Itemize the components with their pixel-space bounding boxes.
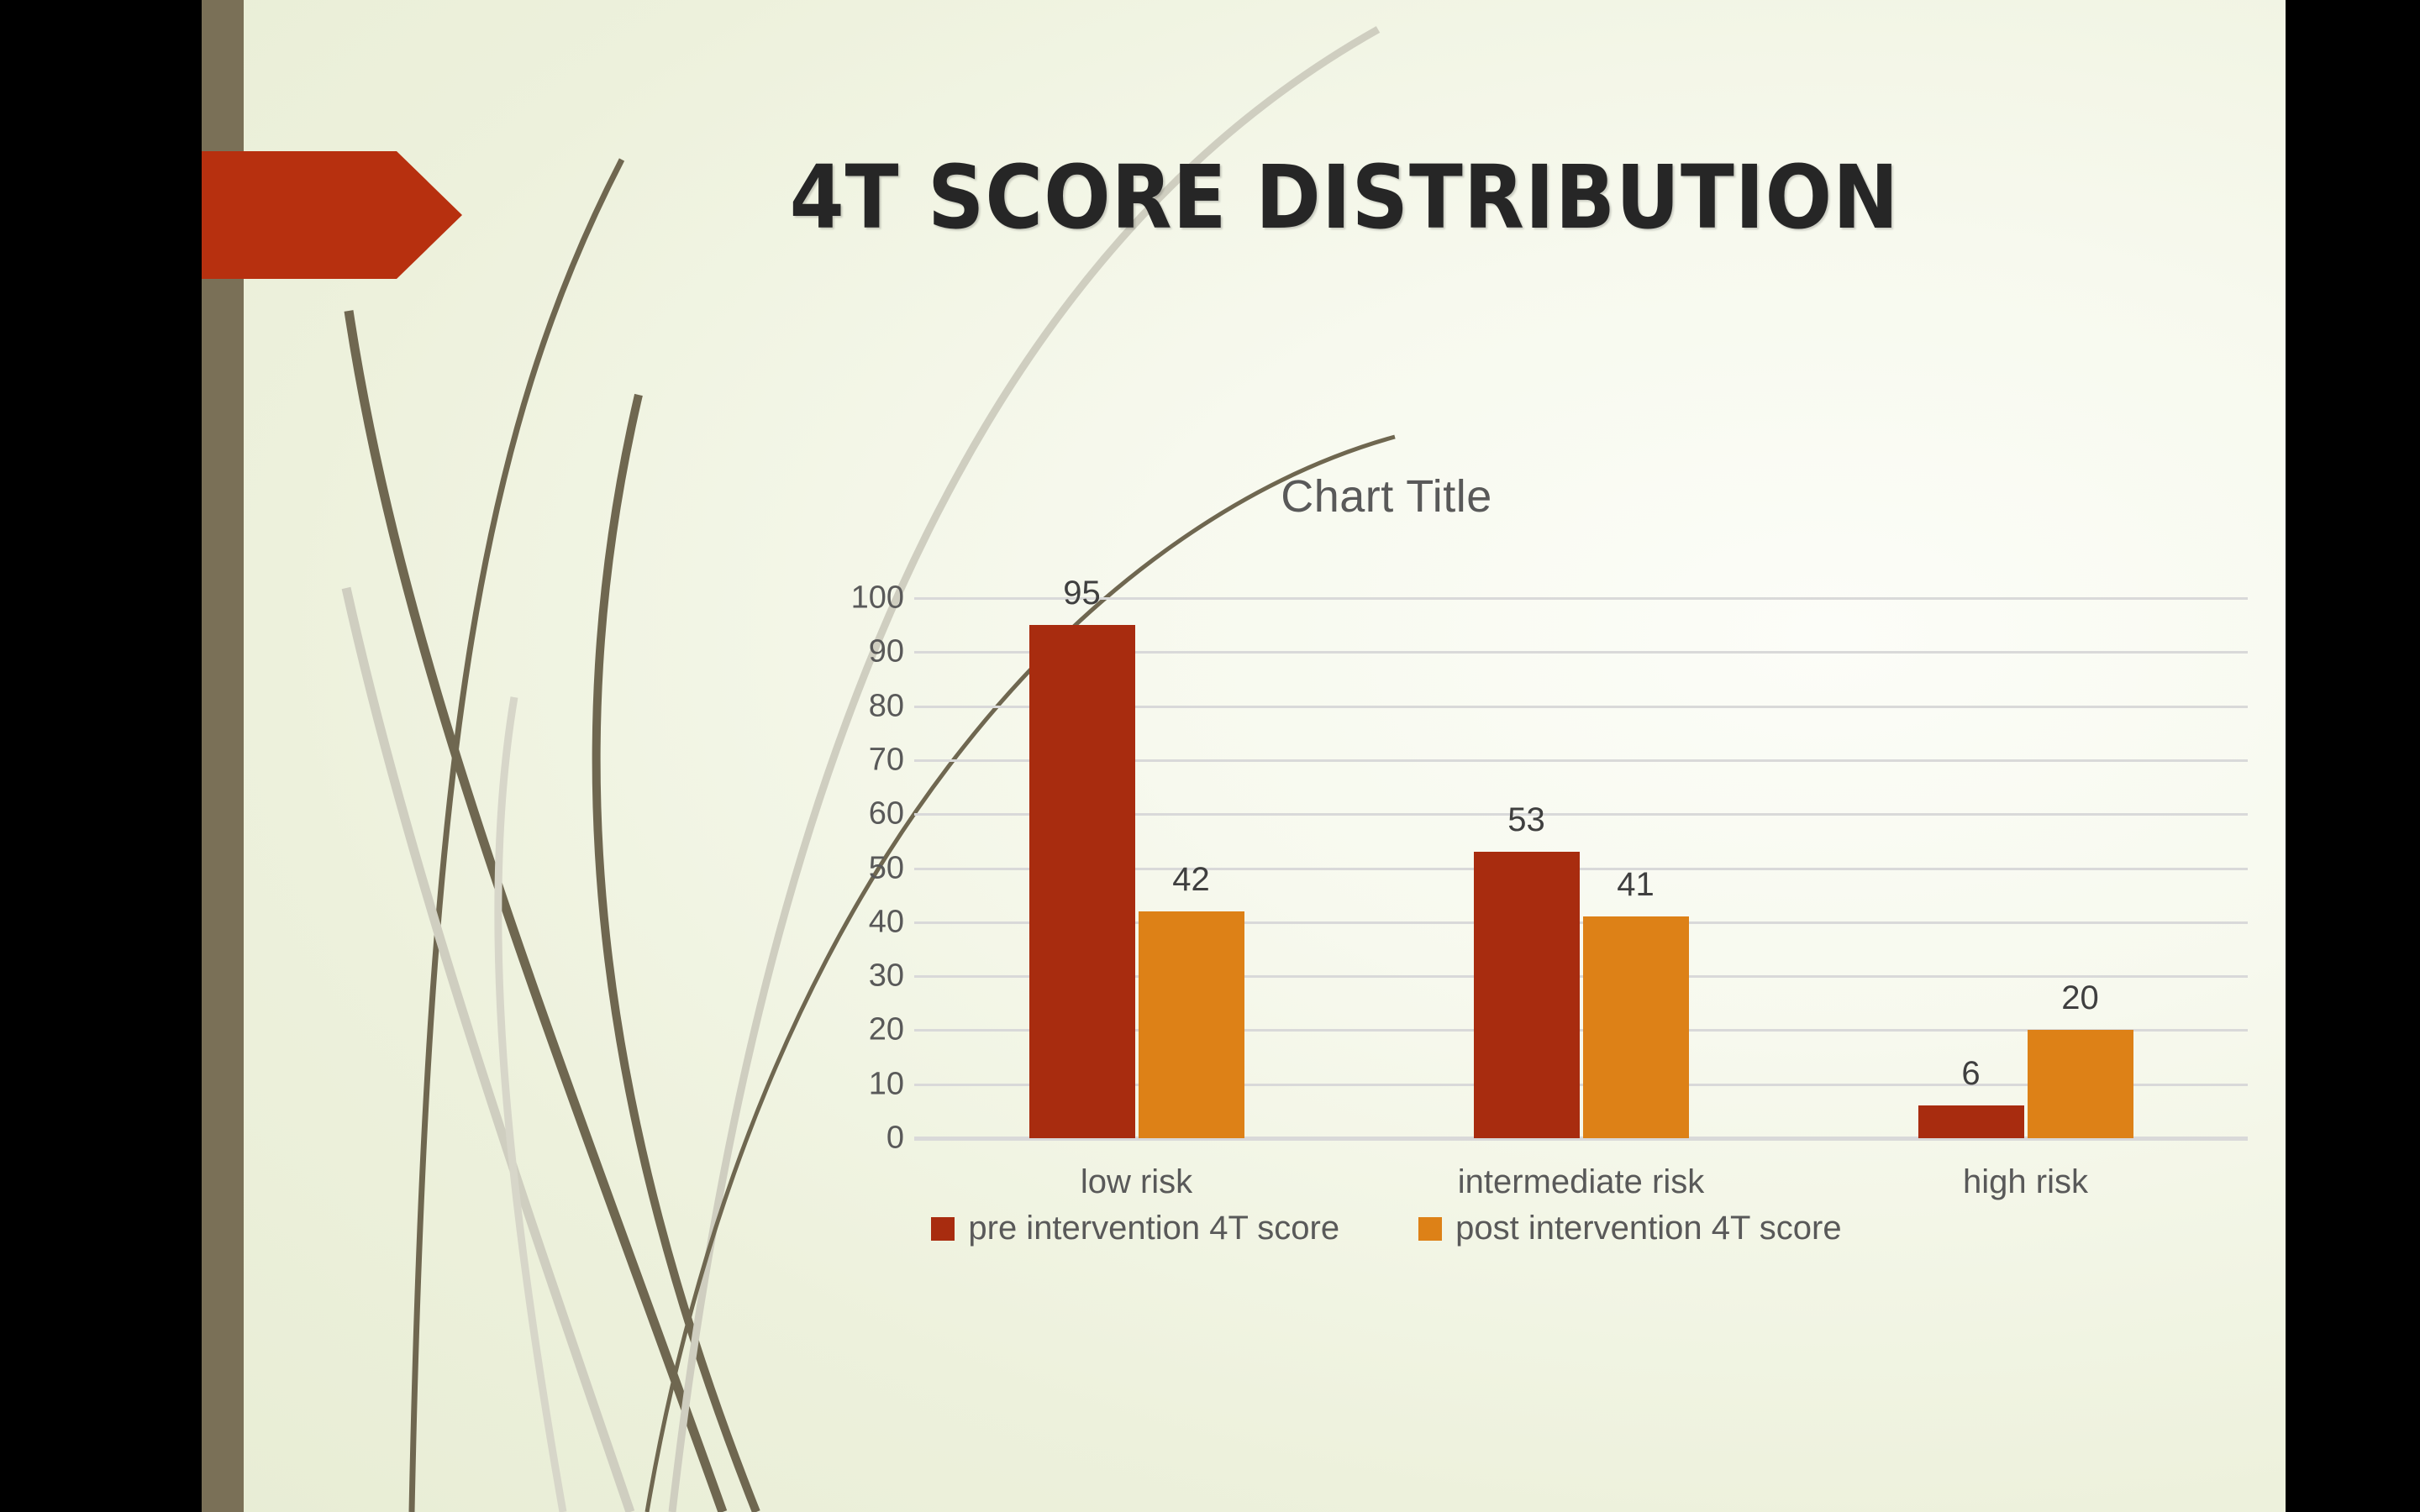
x-axis-category-label: low risk [1080,1163,1193,1200]
gridline [914,705,2248,708]
gridline [914,975,2248,979]
gridline [914,1029,2248,1032]
bar-pre-1 [1473,852,1580,1138]
gridline [914,759,2248,762]
page-title: 4T SCORE DISTRIBUTION [789,146,1900,249]
x-axis-category-label: high risk [1963,1163,2088,1200]
bar-pre-2 [1918,1105,2024,1138]
y-axis-tick-label: 40 [868,904,904,940]
bar-post-0 [1138,911,1244,1138]
y-axis-tick-label: 100 [850,580,904,616]
bar-value-label: 41 [1617,866,1655,904]
legend-swatch-icon [931,1216,955,1241]
gridline [914,1083,2248,1086]
bar-chart: Chart Title 100 90 80 70 60 50 40 30 20 10 0 95 42 5… [555,470,2248,1302]
y-axis-tick-labels: 100 90 80 70 60 50 40 30 20 10 0 [822,580,904,1159]
gridline [914,921,2248,924]
y-axis-tick-label: 90 [868,633,904,669]
chart-title: Chart Title [1281,471,1492,522]
y-axis-tick-label: 30 [868,958,904,994]
x-axis-category-label: intermediate risk [1457,1163,1705,1200]
plot-area: 95 42 53 41 6 20 [914,575,2248,1141]
x-axis-line [914,1137,2248,1141]
bar-value-label: 20 [2061,979,2099,1017]
legend-item[interactable]: post intervention 4T score [1418,1210,1842,1247]
bar-post-1 [1582,916,1689,1138]
y-axis-tick-label: 10 [868,1066,904,1102]
gridline [914,651,2248,654]
y-axis-tick-label: 50 [868,850,904,885]
legend-swatch-icon [1418,1216,1443,1241]
y-axis-tick-label: 60 [868,795,904,832]
y-axis-tick-label: 80 [868,688,904,724]
bar-value-label: 42 [1172,860,1210,898]
gridline [914,867,2248,870]
gridline [914,597,2248,600]
y-axis-tick-label: 0 [886,1120,904,1156]
presentation-slide: 4T SCORE DISTRIBUTION Chart Title 100 90 8… [202,0,2286,1512]
legend-item[interactable]: pre intervention 4T score [931,1210,1339,1247]
bar-pre-0 [1028,625,1135,1138]
y-axis-tick-label: 20 [868,1011,904,1047]
bar-post-2 [2027,1030,2133,1138]
gridline [914,813,2248,816]
legend-label: pre intervention 4T score [968,1210,1340,1247]
legend-label: post intervention 4T score [1455,1210,1842,1247]
bar-value-label: 53 [1507,801,1545,839]
bar-value-label: 6 [1961,1055,1981,1093]
y-axis-tick-label: 70 [868,742,904,778]
bar-value-label: 95 [1063,575,1101,612]
chart-legend: pre intervention 4T score post interventi… [555,1210,2218,1247]
